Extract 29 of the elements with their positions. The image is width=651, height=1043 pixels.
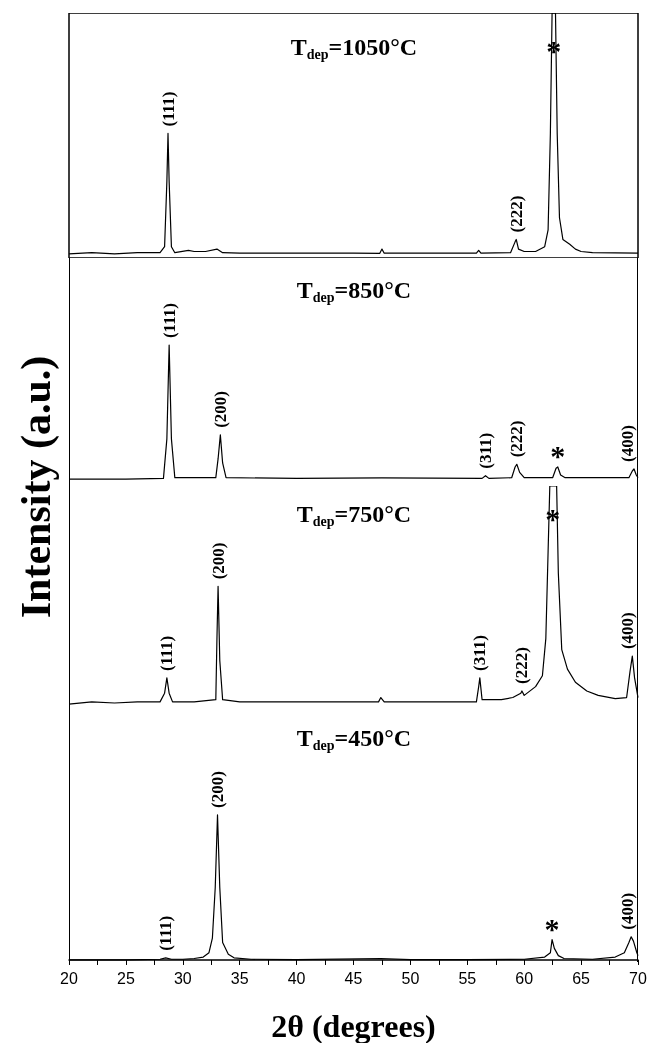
y-axis-title: Intensity (a.u.) <box>12 355 60 619</box>
x-tick-label: 60 <box>515 969 534 987</box>
annotation: (400) <box>617 425 637 462</box>
annotation: (111) <box>157 635 177 671</box>
annotation: (200) <box>208 771 228 808</box>
x-tick-label: 65 <box>572 969 591 987</box>
annotation: (222) <box>506 195 526 233</box>
x-tick-label: 20 <box>60 969 78 987</box>
annotation: (222) <box>507 420 527 458</box>
annotation: * <box>550 439 566 473</box>
annotation: (311) <box>476 432 496 469</box>
x-tick-label: 40 <box>287 969 306 987</box>
x-tick-label: 35 <box>230 969 249 987</box>
x-tick-label: 70 <box>629 969 647 987</box>
x-tick-label: 55 <box>458 969 477 987</box>
annotation: (222) <box>512 647 532 684</box>
annotation: (400) <box>617 612 637 650</box>
x-tick-label: 30 <box>173 969 192 987</box>
annotation: (111) <box>159 303 179 339</box>
annotation: (200) <box>208 542 228 580</box>
annotation: (400) <box>617 892 637 930</box>
x-tick-label: 25 <box>117 969 135 987</box>
annotation: (111) <box>158 91 178 127</box>
x-tick-label: 50 <box>401 969 420 987</box>
annotation: (111) <box>156 915 176 951</box>
x-tick-label: 45 <box>344 969 363 987</box>
annotation: * <box>544 912 560 946</box>
annotation: (200) <box>210 391 230 428</box>
annotation: (311) <box>470 635 490 671</box>
